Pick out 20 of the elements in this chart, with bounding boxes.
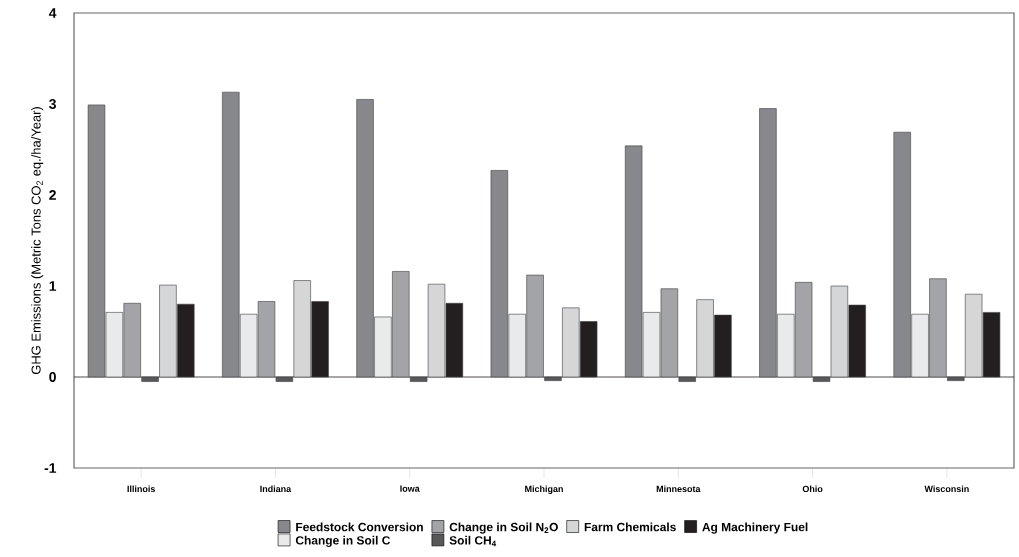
x-tick-label: Illinois bbox=[127, 485, 155, 493]
x-tick-label: Michigan bbox=[525, 485, 563, 494]
legend-label: Change in Soil N$_{2}$O bbox=[449, 522, 558, 534]
y-axis-title: GHG Emissions (Metric Tons CO$_{2}$ eq./ha/Year) bbox=[31, 107, 44, 375]
x-tick-label: Minnesota bbox=[656, 485, 701, 493]
y-tick-label: 2 bbox=[49, 190, 56, 200]
x-tick-label: Iowa bbox=[400, 485, 420, 492]
y-tick-label: 3 bbox=[49, 99, 56, 109]
x-tick-label: Ohio bbox=[802, 485, 823, 493]
y-tick-label: 1 bbox=[49, 281, 57, 291]
legend-label: Feedstock Conversion bbox=[296, 522, 423, 532]
x-tick-label: Indiana bbox=[260, 485, 292, 493]
y-tick-label: -1 bbox=[44, 463, 57, 473]
y-tick-label: 0 bbox=[49, 372, 56, 382]
legend-label: Soil CH$_{4}$ bbox=[449, 535, 497, 547]
legend-label: Change in Soil C bbox=[295, 535, 391, 548]
legend-label: Farm Chemicals bbox=[584, 522, 676, 532]
x-tick-label: Wisconsin bbox=[924, 485, 969, 493]
legend-label: Ag Machinery Fuel bbox=[702, 522, 808, 534]
y-tick-label: 4 bbox=[48, 8, 57, 18]
